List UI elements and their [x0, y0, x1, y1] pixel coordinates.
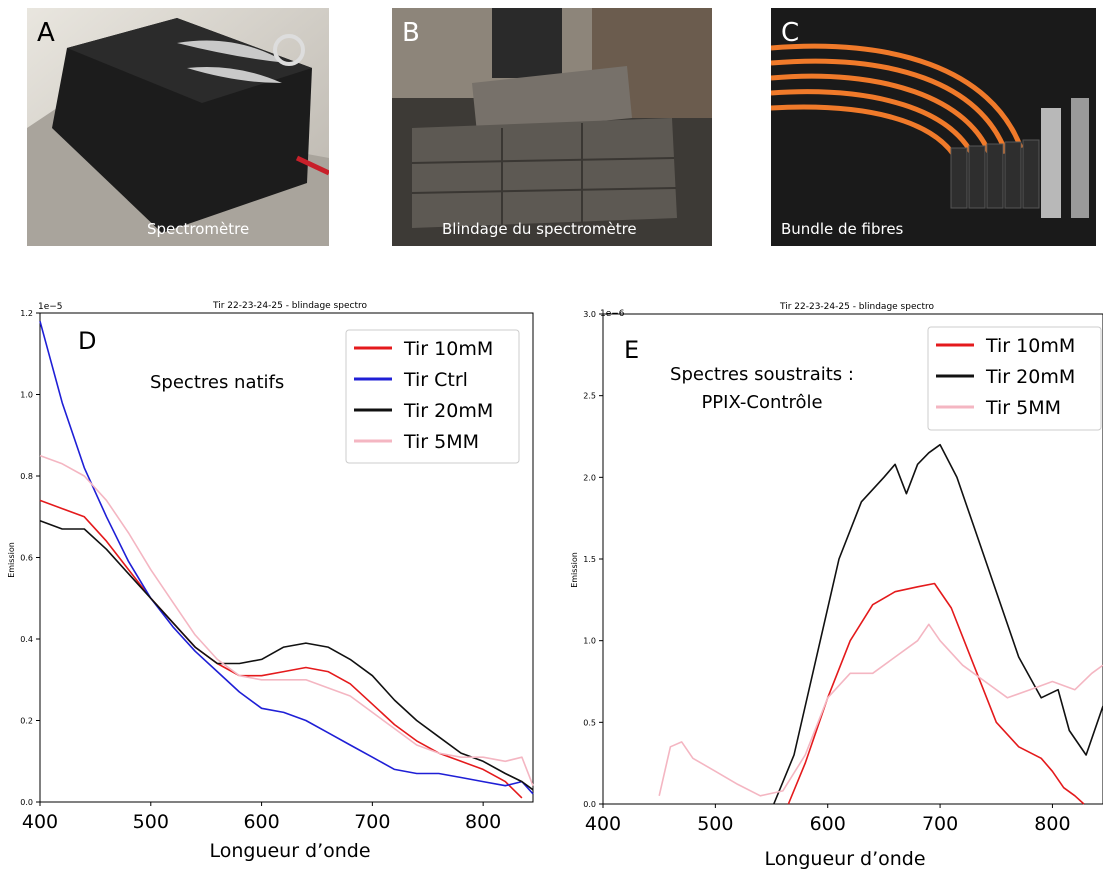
x-tick-label: 400 [22, 811, 58, 833]
legend-label: Tir Ctrl [403, 369, 468, 391]
chart-title: Tir 22-23-24-25 - blindage spectro [779, 302, 934, 312]
plot-frame [40, 313, 533, 802]
panel-letter-e: E [624, 336, 639, 364]
y-tick-label: 1.2 [20, 309, 33, 318]
x-tick-label: 400 [585, 813, 621, 835]
y-tick-label: 3.0 [583, 310, 596, 319]
x-axis-label: Longueur d’onde [209, 840, 370, 862]
panel-letter-d: D [78, 327, 96, 355]
y-tick-label: 0.5 [583, 718, 596, 727]
series-line-tir-5mm [40, 456, 533, 786]
series-line-tir-20mm [774, 445, 1103, 804]
y-tick-label: 0.6 [20, 554, 33, 563]
photo-caption-b: Blindage du spectromètre [442, 220, 637, 238]
photo-letter-a: A [37, 18, 55, 48]
x-tick-label: 500 [133, 811, 169, 833]
y-tick-label: 1.0 [20, 391, 33, 400]
x-tick-label: 700 [354, 811, 390, 833]
photo-fiber-bundle: C Bundle de fibres [771, 8, 1096, 246]
x-tick-label: 600 [243, 811, 279, 833]
photo-spectrometer: A Spectromètre [27, 8, 329, 246]
photo-caption-a: Spectromètre [147, 220, 249, 238]
y-tick-label: 2.0 [583, 473, 596, 482]
legend: Tir 10mM Tir 20mM Tir 5MM [928, 327, 1101, 430]
y-axis-label: Emission [570, 552, 579, 588]
legend-label: Tir 5MM [985, 397, 1061, 419]
photo-shielding: B Blindage du spectromètre [392, 8, 712, 246]
x-tick-label: 500 [697, 813, 733, 835]
y-tick-label: 0.8 [20, 472, 33, 481]
y-tick-label: 1.5 [583, 555, 596, 564]
series-line-tir-20mm [40, 521, 533, 790]
annotation-subtracted-line2: PPIX-Contrôle [701, 392, 822, 413]
series-line-tir-10mm [40, 500, 522, 798]
legend-label: Tir 20mM [403, 400, 493, 422]
annotation-native: Spectres natifs [150, 372, 284, 393]
y-tick-label: 0.2 [20, 717, 33, 726]
x-tick-label: 600 [810, 813, 846, 835]
x-axis-label: Longueur d’onde [764, 848, 925, 870]
legend-label: Tir 10mM [403, 338, 493, 360]
photo-caption-c: Bundle de fibres [781, 220, 903, 238]
fiber-bundle-photo-image [771, 8, 1096, 246]
y-tick-label: 1.0 [583, 637, 596, 646]
y-multiplier: 1e−5 [38, 302, 63, 312]
y-tick-label: 0.0 [20, 798, 33, 807]
legend: Tir 10mM Tir Ctrl Tir 20mM Tir 5MM [346, 330, 519, 463]
x-tick-label: 800 [465, 811, 501, 833]
spectrometer-photo-image [27, 8, 329, 246]
x-tick-label: 800 [1034, 813, 1070, 835]
y-tick-label: 2.5 [583, 392, 596, 401]
legend-label: Tir 20mM [985, 366, 1075, 388]
series-line-tir-ctrl [40, 321, 533, 794]
photo-letter-c: C [781, 18, 799, 48]
series-line-tir-5mm [659, 624, 1103, 796]
legend-label: Tir 10mM [985, 335, 1075, 357]
annotation-subtracted-line1: Spectres soustraits : [670, 364, 854, 385]
series-line-tir-10mm [788, 584, 1084, 805]
plot-frame [603, 314, 1103, 804]
shielding-photo-image [392, 8, 712, 246]
y-tick-label: 0.4 [20, 635, 33, 644]
y-tick-label: 0.0 [583, 800, 596, 809]
y-multiplier: 1e−6 [600, 309, 625, 319]
photo-letter-b: B [402, 18, 420, 48]
y-axis-label: Emission [7, 542, 16, 578]
legend-label: Tir 5MM [403, 431, 479, 453]
chart-title: Tir 22-23-24-25 - blindage spectro [212, 301, 367, 311]
x-tick-label: 700 [922, 813, 958, 835]
